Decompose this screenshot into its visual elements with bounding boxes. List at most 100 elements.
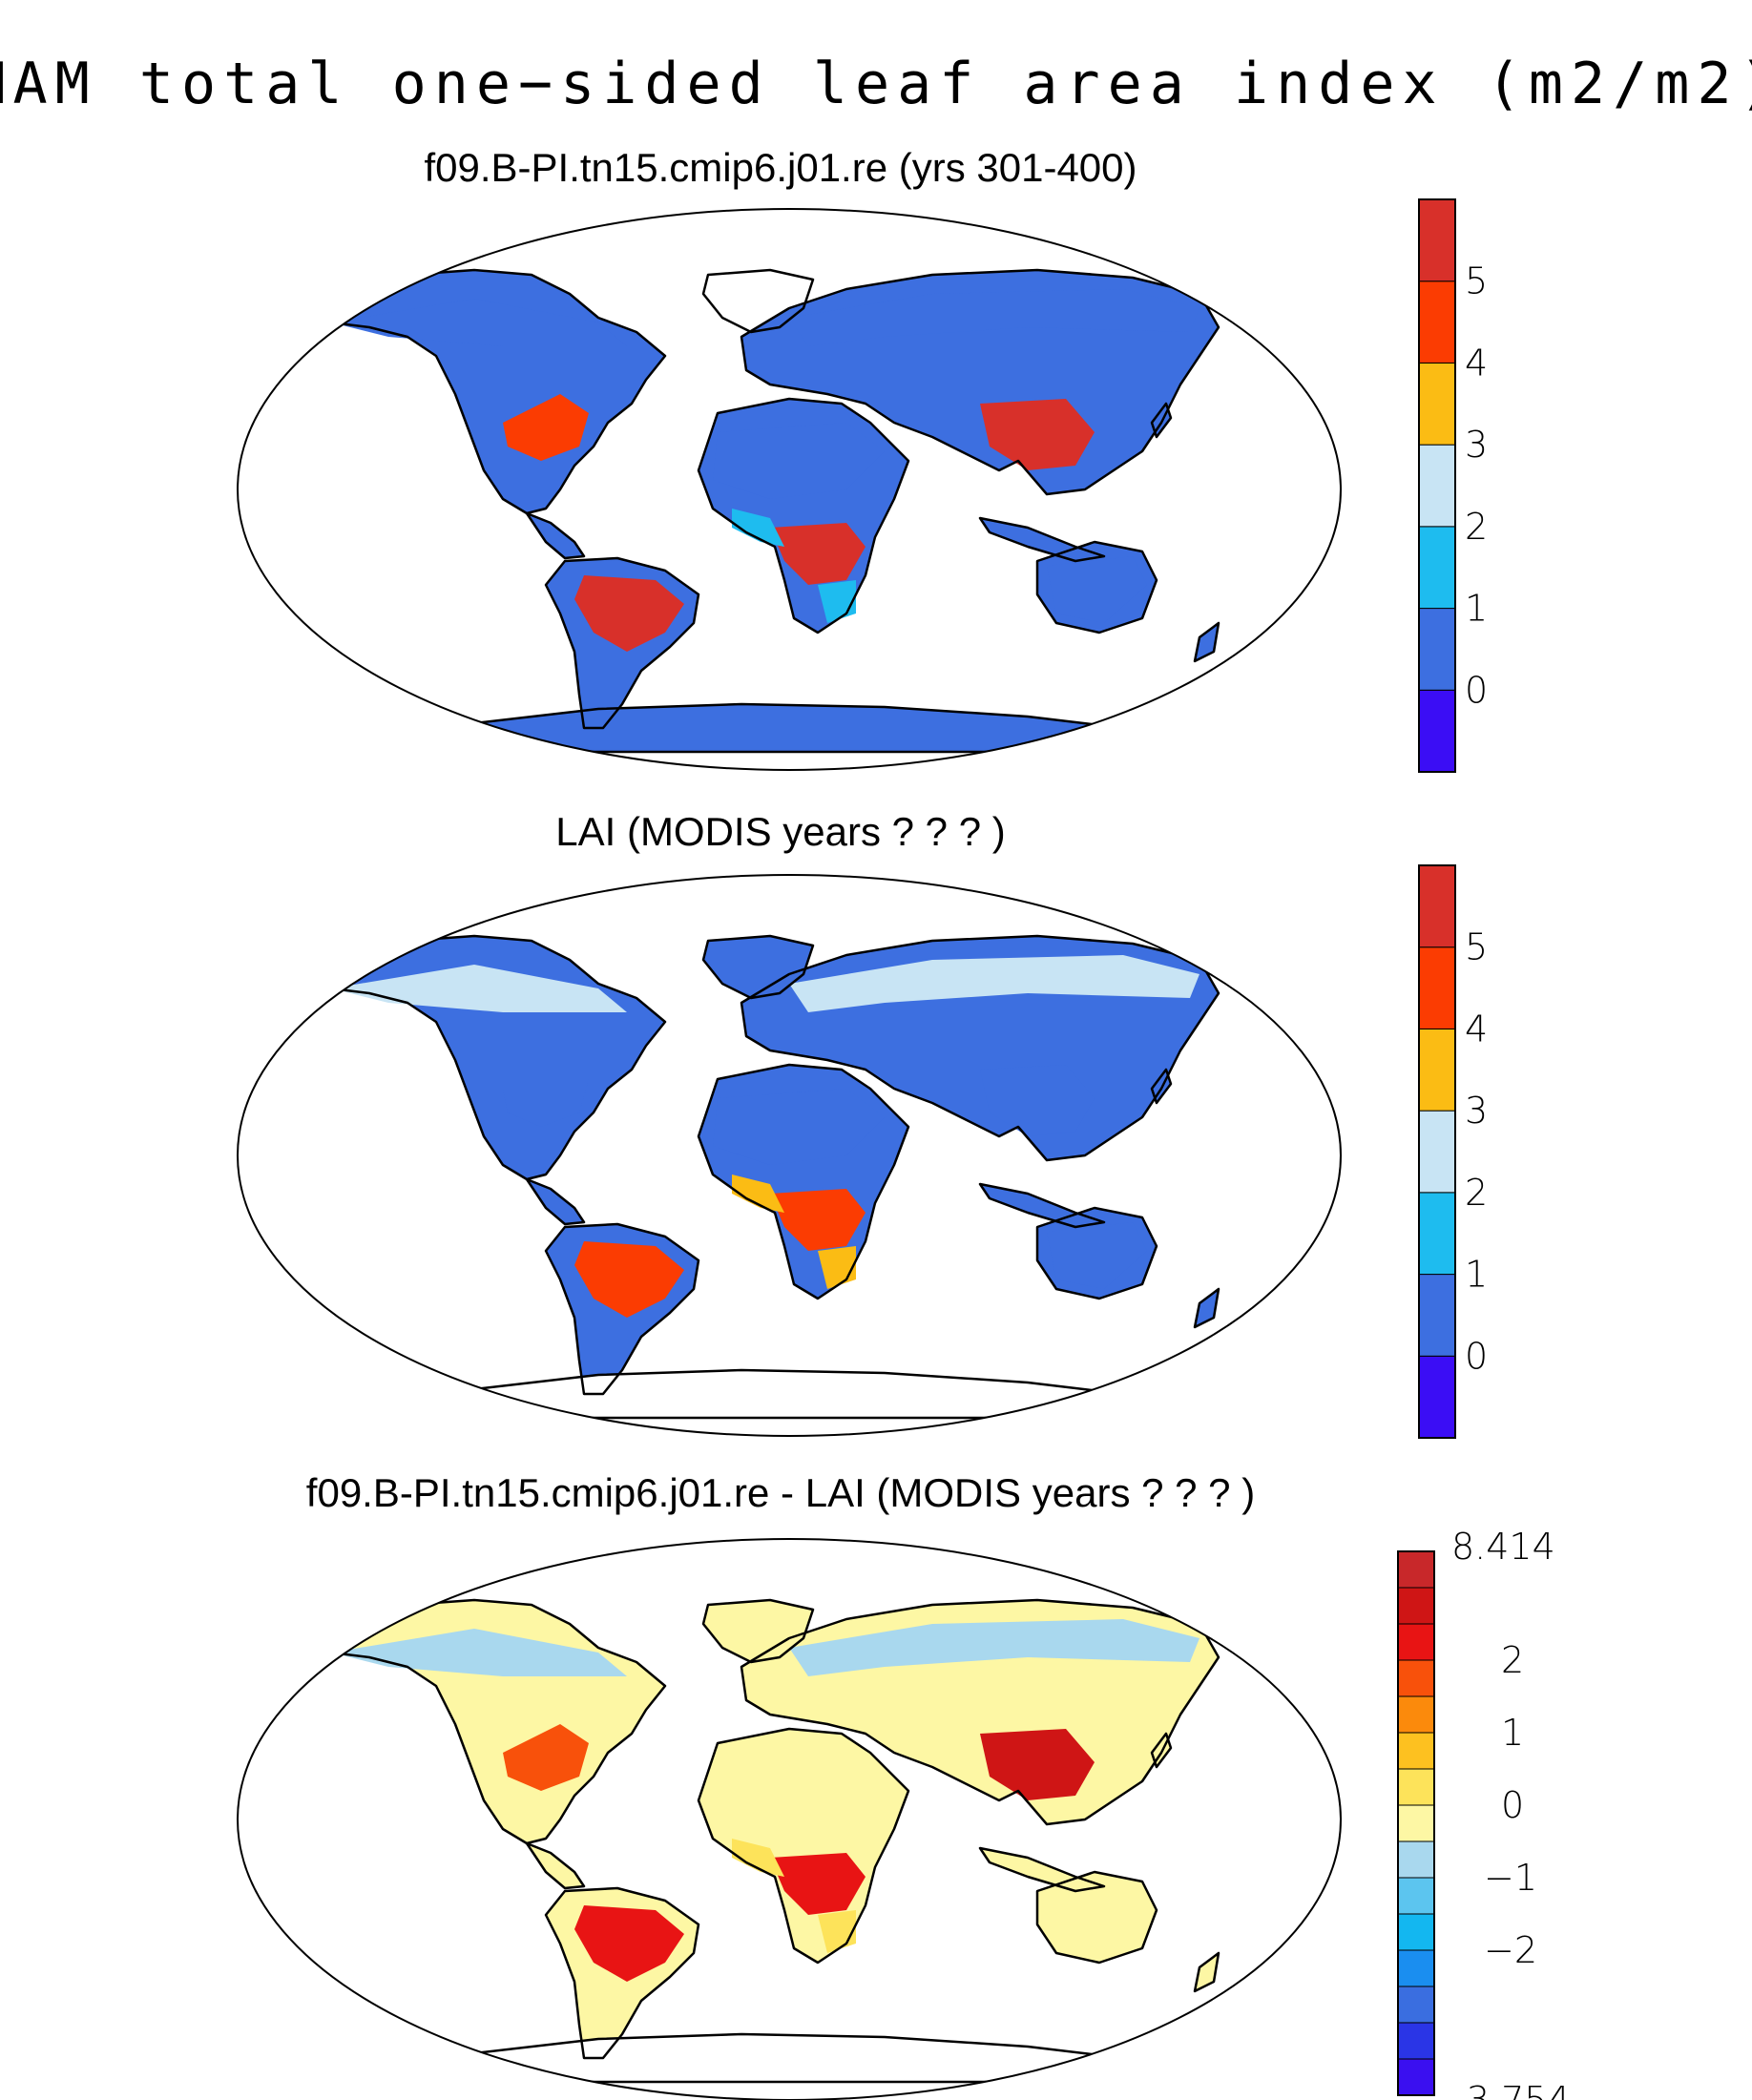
colorbar-label: 1 [1465,588,1488,630]
region-boreal [331,299,627,346]
coastline-centralAmerica [525,1841,586,1890]
map-obs [291,934,1220,1420]
region-desert [713,1753,885,1829]
colorbar-label: 4 [1465,1008,1488,1050]
region-boreal [789,955,1199,1012]
region-eastasia [980,399,1095,470]
colorbar-label: 1 [1465,1254,1488,1296]
region-boreal [331,965,627,1012]
figure-title: MAM total one−sided leaf area index (m2/… [0,51,1752,117]
region-temperate [503,1724,589,1791]
coastline-australia [1035,1870,1158,1965]
region-savanna [732,1175,784,1213]
land-centralAmerica [527,1179,584,1224]
colorbar-swatch [1397,1986,1435,2024]
coastline-japan [1150,402,1173,439]
coastline-nz [1193,621,1220,663]
region-desert [713,1089,885,1165]
coastline-africa [697,397,910,634]
coastline-northAmerica [291,934,667,1181]
land-indonesia [980,1848,1104,1891]
colorbar-label: −1 [1484,1857,1537,1899]
colorbar-swatch [1397,1913,1435,1951]
coastline-africa [697,1063,910,1300]
map-model [291,268,1220,754]
colorbar-swatch [1397,1877,1435,1915]
colorbar-swatch [1418,1355,1456,1439]
colorbar-swatch [1418,1192,1456,1276]
coastline-antarctica [406,2032,1173,2084]
land-indonesia [980,1184,1104,1227]
colorbar-label: 3 [1465,1090,1488,1132]
coastline-eurasia [740,934,1220,1162]
coastline-centralAmerica [525,1177,586,1226]
colorbar-swatch [1397,2022,1435,2060]
colorbar-frame [1418,198,1456,773]
colorbar-frame [1418,864,1456,1439]
coastline-africa [697,1727,910,1965]
region-boreal [789,1619,1199,1676]
colorbar-swatch [1397,1659,1435,1697]
region-tropics [574,1905,684,1982]
colorbar-label: 1 [1501,1712,1524,1754]
coastline-greenland [701,1598,815,1664]
coastline-australia [1035,1206,1158,1300]
colorbar-label: 3 [1465,424,1488,466]
region-tropics [770,1189,866,1251]
region-tropics [574,1241,684,1318]
colorbar-diff: 8.414 2 1 0 −1 −2 −3.754 [1397,1526,1571,2100]
colorbar-swatch [1418,1028,1456,1112]
land-antarctica [407,2034,1171,2082]
coastline-nz [1193,1951,1220,1993]
region-tropics [770,1853,866,1915]
colorbar-label: −3.754 [1436,2079,1571,2100]
colorbar-swatch [1397,2058,1435,2096]
colorbar-swatch [1418,198,1456,282]
panel-title-diff: f09.B-PI.tn15.cmip6.j01.re - LAI (MODIS … [306,1470,1255,1515]
panel-model: f09.B-PI.tn15.cmip6.j01.re (yrs 301-400)… [237,145,1488,773]
coastline-japan [1150,1732,1173,1769]
colorbar-model: 0 1 2 3 4 5 [1418,198,1488,773]
region-australia [1047,556,1147,623]
coastline-antarctica [406,702,1173,754]
region-tropics [770,523,866,585]
colorbar-swatch [1418,608,1456,691]
colorbar-swatch [1397,1550,1435,1589]
colorbar-swatch [1418,864,1456,948]
panel-diff: f09.B-PI.tn15.cmip6.j01.re - LAI (MODIS … [237,1470,1571,2100]
colorbar-label: −2 [1484,1929,1537,1971]
colorbar-swatch [1418,526,1456,610]
region-boreal [789,289,1199,346]
coastline-indonesia [978,1182,1106,1229]
map-border-diff [237,1538,1342,2100]
colorbar-label: 5 [1465,260,1488,302]
colorbar-swatch [1418,362,1456,446]
coastline-northAmerica [291,268,667,515]
coastline-greenland [701,268,815,334]
region-savanna [732,1839,784,1877]
colorbar-label: 2 [1501,1639,1524,1681]
colorbar-label: 2 [1465,506,1488,548]
region-savanna [732,509,784,547]
region-australia [1047,1886,1147,1953]
colorbar-swatch [1418,946,1456,1029]
land-antarctica [407,704,1171,752]
colorbar-label: 8.414 [1451,1526,1555,1568]
colorbar-swatch [1397,1732,1435,1770]
colorbar-label: 2 [1465,1172,1488,1214]
coastline-antarctica [406,1368,1173,1420]
panel-obs: LAI (MODIS years ? ? ? ) 0 1 2 3 4 5 [237,809,1488,1439]
colorbar-swatch [1418,281,1456,364]
land-centralAmerica [527,1843,584,1888]
colorbar-swatch [1397,1840,1435,1879]
map-border-obs [237,874,1342,1437]
colorbar-swatch [1418,1110,1456,1194]
colorbar-swatch [1418,689,1456,773]
coastline-japan [1150,1068,1173,1105]
colorbar-label: 5 [1465,926,1488,968]
colorbar-label: 0 [1465,669,1488,711]
coastline-nz [1193,1287,1220,1329]
coastline-indonesia [978,1846,1106,1893]
region-australia [1047,1222,1147,1289]
